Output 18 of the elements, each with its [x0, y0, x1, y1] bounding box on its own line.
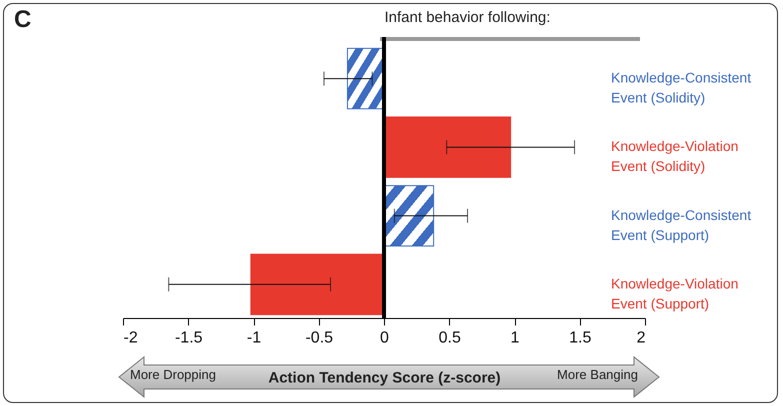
y-tick-label: Knowledge-Violation Event (Solidity) — [611, 138, 738, 174]
x-tick-label: -1 — [246, 330, 262, 346]
x-tick-label: -2 — [124, 330, 138, 346]
x-tick-label: 0.5 — [438, 330, 461, 346]
y-tick-label: Knowledge-Consistent Event (Solidity) — [611, 70, 752, 106]
text: More Dropping — [130, 367, 216, 382]
y-tick-label: Knowledge-Consistent Event (Support) — [611, 206, 752, 243]
text: C — [14, 6, 32, 34]
x-tick-label: 2 — [636, 330, 646, 346]
x-tick-label: -0.5 — [305, 330, 334, 346]
x-tick-label: -1.5 — [174, 330, 203, 346]
y-tick-label: Knowledge-Violation Event (Support) — [611, 275, 738, 312]
x-tick-label: 1.5 — [569, 330, 592, 346]
x-tick-label: 1 — [510, 330, 520, 346]
x-tick-label: 0 — [380, 330, 390, 346]
chart-title: Infant behavior following: — [384, 9, 550, 26]
text: More Banging — [557, 367, 638, 382]
x-axis-title: Action Tendency Score (z-score) — [268, 370, 501, 386]
